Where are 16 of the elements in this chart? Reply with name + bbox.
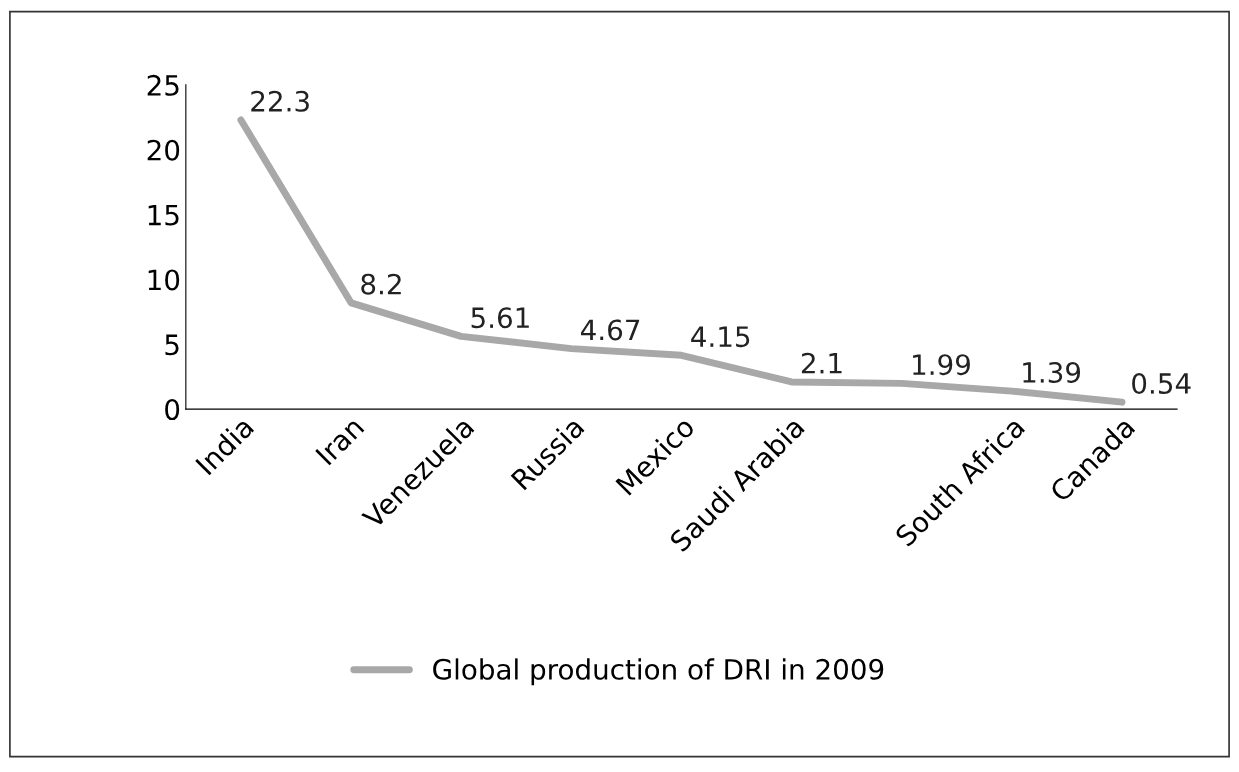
- data-label: 0.54: [1132, 372, 1191, 394]
- y-tick-label: 0: [165, 399, 180, 421]
- data-label: 2.1: [801, 352, 842, 374]
- data-label: 22.3: [251, 90, 309, 112]
- data-label: 1.99: [913, 354, 970, 376]
- data-label: 4.15: [691, 326, 750, 348]
- data-label: 1.39: [1023, 361, 1081, 383]
- y-tick-label: 10: [148, 269, 180, 291]
- data-label: 4.67: [581, 319, 640, 341]
- y-tick-label: 5: [165, 334, 179, 356]
- y-tick-label: 20: [147, 139, 180, 161]
- legend-label: Global production of DRI in 2009: [433, 658, 884, 686]
- y-tick-label: 25: [147, 74, 179, 96]
- y-tick-label: 15: [148, 204, 179, 226]
- data-label: 8.2: [361, 273, 401, 295]
- data-label: 5.61: [471, 307, 529, 329]
